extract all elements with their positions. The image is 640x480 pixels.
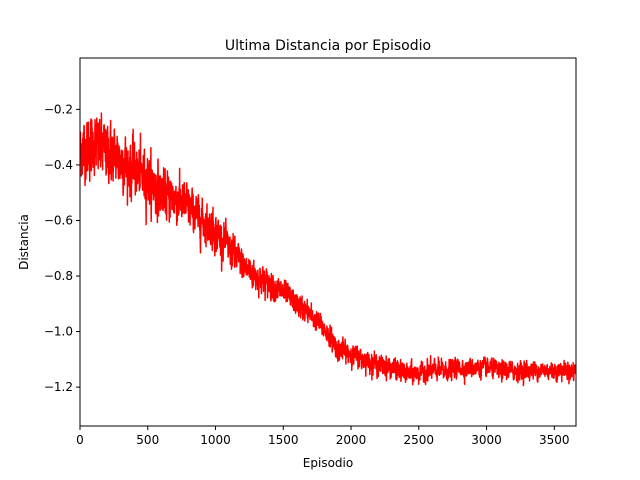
y-axis: −1.2 −1.0 −0.8 −0.6 −0.4 −0.2	[44, 102, 80, 394]
y-tick-label: −0.8	[44, 269, 73, 283]
series-layer	[80, 112, 576, 387]
x-tick-label: 2500	[404, 433, 435, 447]
y-tick-label: −1.0	[44, 325, 73, 339]
x-tick-label: 3500	[539, 433, 570, 447]
x-tick-label: 1000	[200, 433, 231, 447]
chart-title: Ultima Distancia por Episodio	[225, 38, 431, 54]
y-tick-label: −1.2	[44, 380, 73, 394]
x-axis: 0 500 1000 1500 2000 2500 3000 3500	[76, 426, 570, 447]
x-tick-label: 0	[76, 433, 84, 447]
x-tick-label: 500	[136, 433, 159, 447]
y-axis-label: Distancia	[17, 214, 31, 270]
y-tick-label: −0.4	[44, 158, 73, 172]
x-tick-label: 1500	[268, 433, 299, 447]
y-tick-label: −0.2	[44, 102, 73, 116]
x-tick-label: 3000	[471, 433, 502, 447]
series-line-0	[80, 112, 576, 387]
plot-area-frame	[79, 57, 577, 427]
x-tick-label: 2000	[336, 433, 367, 447]
y-tick-label: −0.6	[44, 213, 73, 227]
x-axis-label: Episodio	[303, 456, 353, 470]
